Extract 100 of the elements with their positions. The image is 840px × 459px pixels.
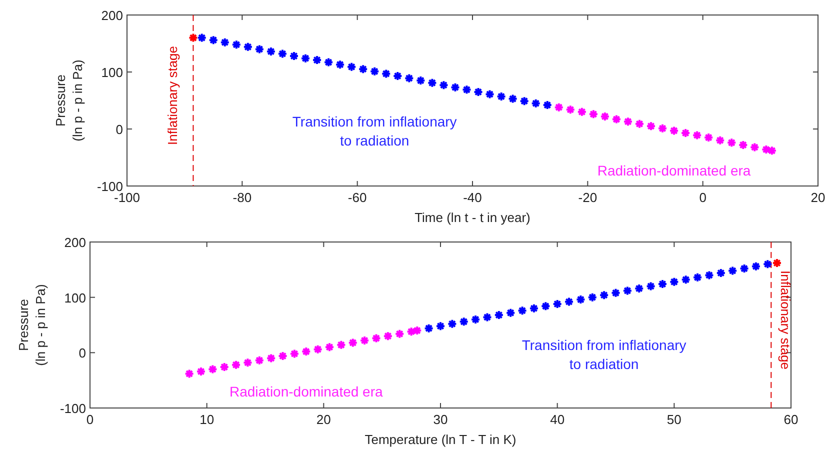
point [382, 331, 393, 342]
point [761, 144, 772, 155]
y-tick-label: 0 [78, 346, 86, 361]
series-label: Radiation-dominated era [229, 384, 384, 400]
point [634, 118, 644, 129]
y-tick-label: 0 [116, 122, 123, 137]
point [772, 258, 782, 268]
point [301, 346, 312, 357]
point [496, 92, 506, 102]
x-tick-label: 0 [699, 190, 706, 205]
x-tick-label: 30 [433, 412, 448, 427]
x-axis-title: Time (ln t - t in year) [414, 210, 530, 225]
point [704, 132, 714, 143]
point [300, 53, 311, 64]
point [482, 312, 492, 322]
x-tick-label: -20 [578, 190, 598, 205]
point [231, 360, 242, 370]
point [394, 328, 405, 339]
point [634, 283, 644, 294]
point [458, 316, 469, 327]
point [669, 276, 680, 287]
x-tick-label: 60 [784, 412, 798, 427]
x-tick-label: 40 [550, 412, 565, 427]
point [738, 140, 748, 150]
x-tick-label: 20 [316, 412, 331, 427]
point [565, 104, 576, 115]
point [289, 348, 300, 359]
point [508, 94, 518, 104]
point [611, 114, 622, 124]
point [564, 296, 574, 307]
point [600, 111, 610, 122]
point [348, 338, 358, 348]
series-label: Transition from inflationary to radiation [522, 337, 686, 372]
point [312, 344, 323, 354]
y-tick-label: 200 [101, 8, 123, 23]
point [242, 42, 253, 52]
point [438, 80, 449, 90]
point [540, 301, 551, 312]
ref-line-label: Inflationary stage [165, 46, 180, 146]
point [184, 368, 194, 379]
point [692, 130, 702, 140]
point [542, 100, 552, 110]
point [196, 32, 207, 43]
point [692, 272, 703, 282]
point [530, 98, 541, 108]
point [208, 364, 218, 374]
point [587, 292, 598, 302]
point [266, 353, 276, 364]
point [554, 102, 564, 112]
x-tick-label: -40 [463, 190, 482, 205]
point [424, 323, 434, 334]
point [646, 121, 656, 132]
series-label: Transition from inflationary to radiation [292, 113, 457, 148]
point [462, 84, 472, 95]
point [622, 116, 633, 127]
point [412, 326, 422, 336]
point [576, 106, 587, 117]
point [762, 259, 773, 270]
point [392, 70, 403, 81]
point [728, 266, 738, 276]
x-tick-label: -60 [348, 190, 367, 205]
point [242, 358, 253, 368]
ref-line-label: Inflationary stage [778, 270, 794, 370]
point [646, 281, 656, 292]
point [470, 314, 481, 324]
point [552, 298, 562, 309]
point [599, 290, 610, 300]
point [658, 123, 668, 134]
point [188, 32, 198, 43]
point [517, 306, 528, 316]
y-tick-label: 200 [64, 235, 86, 250]
point [716, 268, 726, 278]
point [336, 340, 346, 350]
point [360, 335, 370, 346]
point [494, 310, 504, 320]
point [657, 279, 668, 290]
series-label: Radiation-dominated era [597, 162, 751, 179]
x-axis-title: Temperature (ln T - T in K) [364, 432, 516, 447]
x-tick-label: 20 [810, 190, 826, 205]
point [576, 294, 586, 305]
point [528, 303, 539, 314]
y-tick-label: 100 [101, 65, 123, 80]
y-tick-label: 100 [64, 290, 86, 306]
point [346, 62, 357, 72]
point [324, 57, 334, 68]
point [436, 321, 446, 332]
point [750, 142, 760, 152]
point [220, 37, 230, 48]
point [519, 96, 530, 106]
point [231, 40, 242, 50]
point [358, 64, 368, 74]
point [371, 333, 382, 344]
point [473, 86, 484, 97]
point [739, 264, 750, 274]
point [506, 308, 516, 318]
point [704, 270, 714, 280]
point [324, 342, 335, 352]
y-tick-label: -100 [60, 401, 86, 416]
point [208, 35, 218, 46]
point [715, 135, 726, 146]
